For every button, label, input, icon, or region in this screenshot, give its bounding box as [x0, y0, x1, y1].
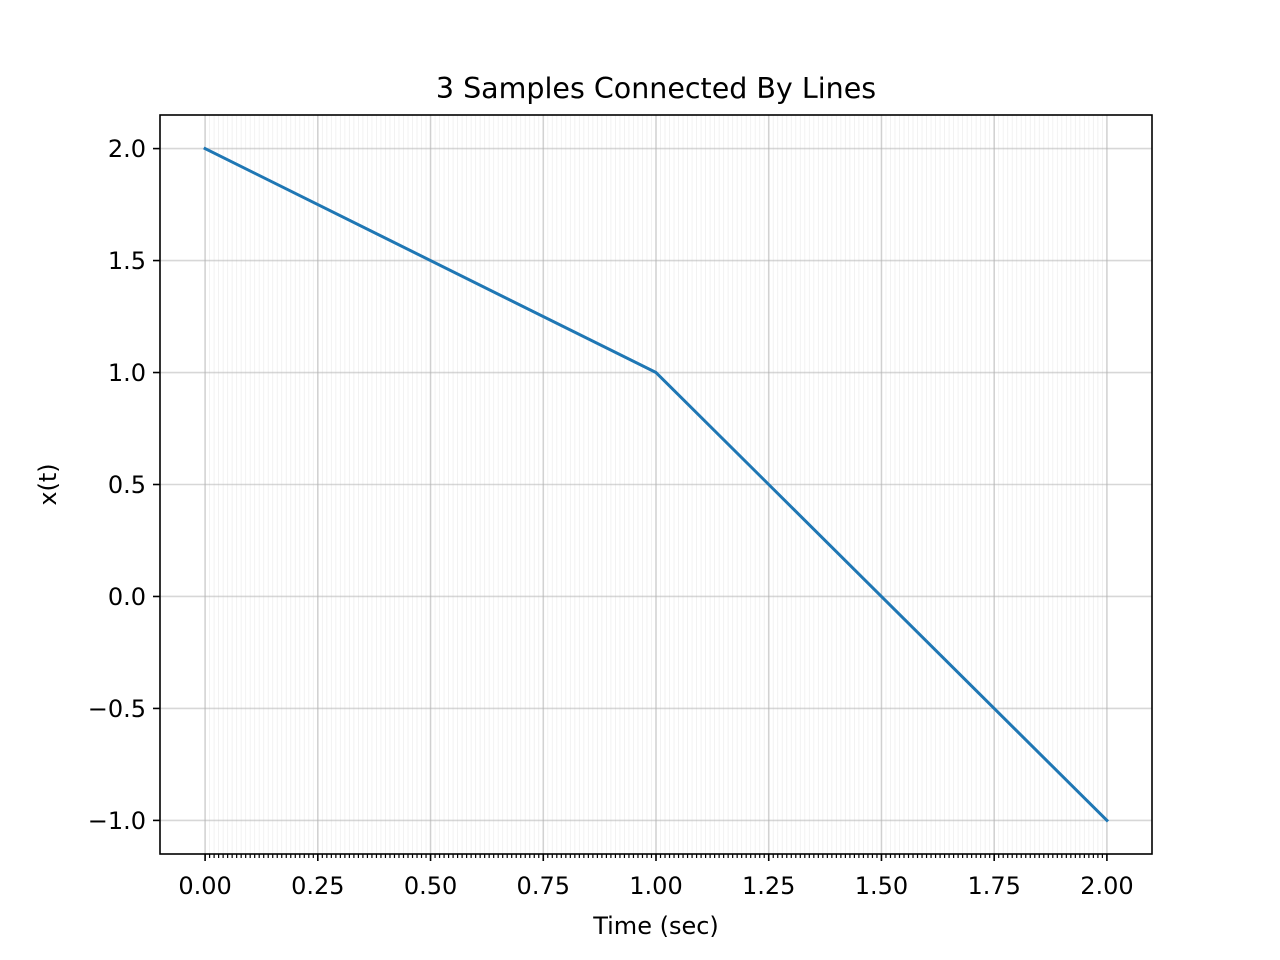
x-axis-label: Time (sec)	[592, 912, 719, 940]
y-tick-label: −0.5	[88, 695, 146, 723]
x-tick-label: 0.00	[178, 872, 231, 900]
y-tick-label: 2.0	[108, 135, 146, 163]
y-tick-label: 1.5	[108, 247, 146, 275]
y-axis-label: x(t)	[34, 463, 62, 505]
x-axis-ticks: 0.00 0.25 0.50 0.75 1.00 1.25 1.50 1.75 2.00	[178, 854, 1134, 900]
y-tick-label: 0.5	[108, 471, 146, 499]
chart-title: 3 Samples Connected By Lines	[436, 72, 876, 105]
y-axis-ticks: 2.0 1.5 1.0 0.5 0.0 −0.5 −1.0	[88, 135, 160, 835]
y-tick-label: 0.0	[108, 583, 146, 611]
major-grid	[160, 115, 1152, 854]
x-tick-label: 2.00	[1080, 872, 1133, 900]
x-tick-label: 0.75	[517, 872, 570, 900]
x-tick-label: 1.00	[629, 872, 682, 900]
x-tick-label: 0.25	[291, 872, 344, 900]
x-tick-label: 1.75	[967, 872, 1020, 900]
series-layer	[203, 146, 1110, 823]
x-tick-label: 1.50	[855, 872, 908, 900]
x-tick-label: 0.50	[404, 872, 457, 900]
y-tick-label: 1.0	[108, 359, 146, 387]
y-tick-label: −1.0	[88, 807, 146, 835]
x-tick-label: 1.25	[742, 872, 795, 900]
series-line	[203, 146, 1110, 823]
